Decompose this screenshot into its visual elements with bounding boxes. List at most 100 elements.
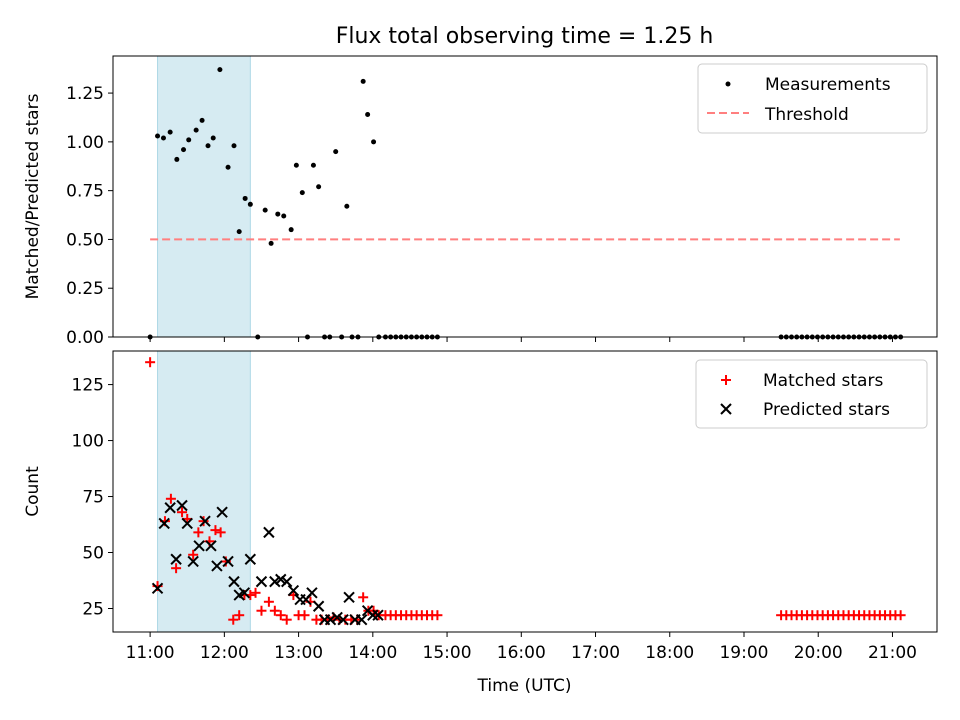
- legend-box: [695, 359, 928, 429]
- measurement-point: [344, 203, 350, 209]
- measurement-point: [167, 129, 173, 135]
- predicted-point: [187, 555, 199, 568]
- measurement-point: [217, 67, 223, 73]
- cross-b: [158, 517, 170, 530]
- predicted-point: [269, 575, 281, 588]
- legend-matched-marker: [721, 375, 731, 385]
- matched-point: [234, 610, 245, 621]
- measurement-point: [174, 156, 180, 162]
- y-tick-label: 0.75: [66, 182, 104, 202]
- y-axis-label: Matched/Predicted stars: [23, 93, 43, 299]
- cross-b: [343, 591, 355, 604]
- cross-b: [164, 502, 176, 514]
- cross-b: [337, 613, 349, 626]
- cross-b: [244, 553, 257, 565]
- x-tick-label: 15:00: [423, 643, 472, 663]
- x-tick-label: 17:00: [571, 643, 620, 663]
- cross-b: [306, 587, 318, 599]
- cross-b: [228, 575, 240, 588]
- cross-b: [238, 587, 251, 599]
- measurement-point: [365, 112, 371, 118]
- x-tick-label: 21:00: [868, 643, 917, 663]
- matched-point: [275, 610, 286, 621]
- predicted-point: [337, 613, 349, 626]
- y-tick-label: 0.25: [66, 279, 104, 299]
- measurement-point: [236, 229, 242, 235]
- x-tick-label: 12:00: [200, 643, 249, 663]
- legend-measurements-label: Measurements: [765, 75, 891, 95]
- measurement-point: [242, 195, 248, 201]
- predicted-point: [331, 611, 343, 624]
- predicted-point: [324, 613, 337, 626]
- predicted-point: [228, 575, 240, 588]
- predicted-point: [244, 553, 257, 565]
- cross-b: [199, 515, 211, 527]
- measurement-point: [210, 135, 216, 141]
- cross-b: [255, 575, 268, 588]
- cross-b: [287, 584, 300, 597]
- predicted-point: [275, 573, 287, 586]
- matched-point: [358, 592, 369, 603]
- cross-b: [211, 560, 223, 572]
- shaded-span: [157, 55, 251, 338]
- top-panel: 0.00 0.25 0.50 0.75 1.00 1.25 Matched/Predicte…: [23, 55, 938, 348]
- matched-point: [269, 605, 280, 616]
- legend-box: [697, 63, 928, 134]
- predicted-point: [199, 515, 211, 527]
- cross-b: [205, 540, 217, 552]
- predicted-point: [255, 575, 268, 588]
- axes-frame: [112, 55, 938, 338]
- predicted-point: [205, 540, 217, 552]
- cross-b: [281, 575, 293, 588]
- predicted-point: [355, 613, 368, 626]
- measurement-point: [360, 78, 366, 84]
- predicted-point: [306, 587, 318, 599]
- predicted-point: [193, 540, 205, 552]
- measurement-point: [288, 227, 294, 233]
- cross-b: [355, 613, 368, 626]
- measurement-point: [155, 133, 161, 139]
- predicted-point: [211, 560, 223, 572]
- matched-point: [256, 605, 267, 616]
- measurement-point: [186, 137, 192, 143]
- y-axis-label: Count: [23, 466, 43, 517]
- matched-point: [210, 525, 221, 536]
- x-tick-label: 13:00: [274, 643, 323, 663]
- x-axis-label: Time (UTC): [477, 676, 572, 696]
- cross-b: [222, 555, 234, 568]
- cross-b: [193, 540, 205, 552]
- matched-point: [145, 357, 156, 368]
- cross-b: [720, 403, 732, 415]
- measurement-point: [193, 127, 199, 133]
- cross-b: [263, 526, 275, 539]
- predicted-point: [222, 555, 234, 568]
- matched-point: [171, 563, 182, 574]
- measurement-point: [316, 184, 322, 190]
- measurement-point: [333, 149, 339, 155]
- y-tick-label: 0.00: [66, 328, 104, 348]
- matched-point: [250, 587, 261, 598]
- matched-point: [198, 516, 209, 527]
- y-tick-label: 75: [82, 488, 104, 508]
- predicted-point: [372, 609, 384, 621]
- y-tick-label: 1.00: [66, 133, 104, 153]
- matched-point: [193, 527, 204, 538]
- cross-b: [151, 582, 164, 595]
- predicted-point: [216, 506, 228, 518]
- y-tick-label: 50: [82, 544, 104, 564]
- measurement-point: [262, 207, 268, 213]
- predicted-point: [158, 517, 170, 530]
- y-tick-label: 125: [72, 376, 104, 396]
- cross-b: [372, 609, 384, 621]
- cross-b: [187, 555, 199, 568]
- cross-b: [269, 575, 281, 588]
- measurement-point: [268, 240, 274, 246]
- predicted-point: [164, 502, 176, 514]
- measurement-point: [371, 139, 377, 145]
- cross-b: [216, 506, 228, 518]
- matched-point: [281, 614, 292, 625]
- y-tick-label: 100: [72, 432, 104, 452]
- cross-b: [312, 600, 325, 612]
- x-tick-label: 20:00: [794, 643, 843, 663]
- measurement-point: [281, 213, 287, 219]
